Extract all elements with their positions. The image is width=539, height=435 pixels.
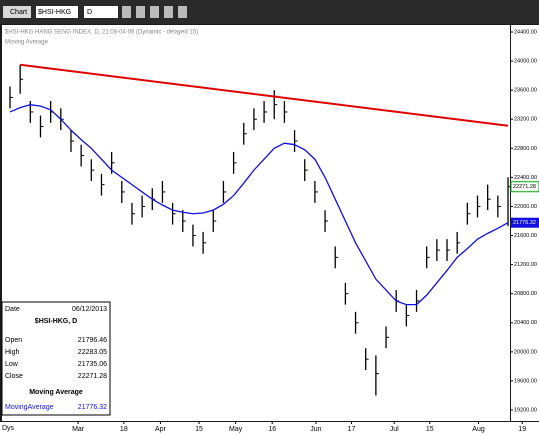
symbol-text: $HSI-HKG [38, 9, 71, 16]
trendline [20, 63, 509, 127]
toolbar [0, 0, 539, 24]
moving-average-line [9, 104, 509, 306]
info-value: 22283.05 [78, 349, 107, 356]
ma-value-box [511, 217, 539, 228]
y-tick-label: 22400.00 [514, 175, 537, 181]
x-tick-label: May [229, 426, 243, 433]
info-label: MovingAverage [5, 404, 54, 411]
x-tick-label: 18 [120, 426, 128, 433]
close-value-label: 22271.28 [513, 184, 536, 190]
info-value: 21796.46 [78, 337, 107, 344]
tool-button[interactable] [136, 6, 145, 18]
tool-button[interactable] [150, 6, 159, 18]
x-tick-label: 15 [426, 426, 434, 433]
tool-button[interactable] [122, 6, 131, 18]
x-tick-label: 17 [348, 426, 356, 433]
x-tick-label: Jun [310, 426, 321, 433]
period-input[interactable] [84, 6, 118, 18]
x-tick-label: 15 [195, 426, 203, 433]
info-indicator-title: Moving Average [29, 389, 83, 396]
tool-button[interactable] [178, 6, 187, 18]
info-label: Close [5, 373, 23, 380]
tool-button[interactable] [164, 6, 173, 18]
y-tick-label: 22000.00 [514, 204, 537, 210]
y-tick-label: 24400.00 [514, 29, 537, 35]
x-tick-label: Mar [72, 426, 85, 433]
x-tick-label: Jul [390, 426, 399, 433]
x-axis-area [0, 422, 539, 435]
period-text: D [87, 9, 92, 16]
chart-header: $HSI-HKG HANG SENG INDEX, D, 21:08-04-06… [5, 30, 198, 36]
info-label: Open [5, 337, 22, 344]
ma-value-label: 21776.32 [513, 220, 536, 226]
y-tick-label: 21600.00 [514, 233, 537, 239]
info-label: Date [5, 306, 20, 313]
y-tick-label: 19600.00 [514, 378, 537, 384]
symbol-input[interactable] [36, 6, 78, 18]
y-tick-label: 23200.00 [514, 117, 537, 123]
x-tick-label: Aug [472, 426, 485, 433]
x-tick-label: 19 [518, 426, 526, 433]
info-value: 21735.06 [78, 361, 107, 368]
y-tick-label: 19200.00 [514, 407, 537, 413]
indicator-name: Moving Average [5, 40, 49, 46]
app-button[interactable] [3, 6, 31, 18]
info-box: Date 06/12/2013 $HSI-HKG, D Open 21796.4… [1, 301, 111, 416]
close-value-box [510, 181, 539, 193]
y-tick-label: 20800.00 [514, 291, 537, 297]
y-tick-label: 20000.00 [514, 349, 537, 355]
y-tick-label: 24000.00 [514, 59, 537, 65]
y-tick-label: 23600.00 [514, 88, 537, 94]
y-tick-label: 22800.00 [514, 146, 537, 152]
info-value: 21776.32 [78, 404, 107, 411]
y-tick-label: 21200.00 [514, 262, 537, 268]
x-tick-label: Apr [155, 426, 167, 433]
y-tick-label: 20400.00 [514, 320, 537, 326]
info-frame [1, 301, 111, 416]
info-symbol: $HSI-HKG, D [35, 318, 77, 325]
info-label: High [5, 349, 20, 356]
x-tick-label: 16 [268, 426, 276, 433]
info-label: Low [5, 361, 19, 368]
info-value: 06/12/2013 [72, 306, 107, 313]
x-axis-caption: Dys [2, 425, 15, 432]
app-label: Chart [10, 9, 27, 16]
info-value: 22271.28 [78, 373, 107, 380]
